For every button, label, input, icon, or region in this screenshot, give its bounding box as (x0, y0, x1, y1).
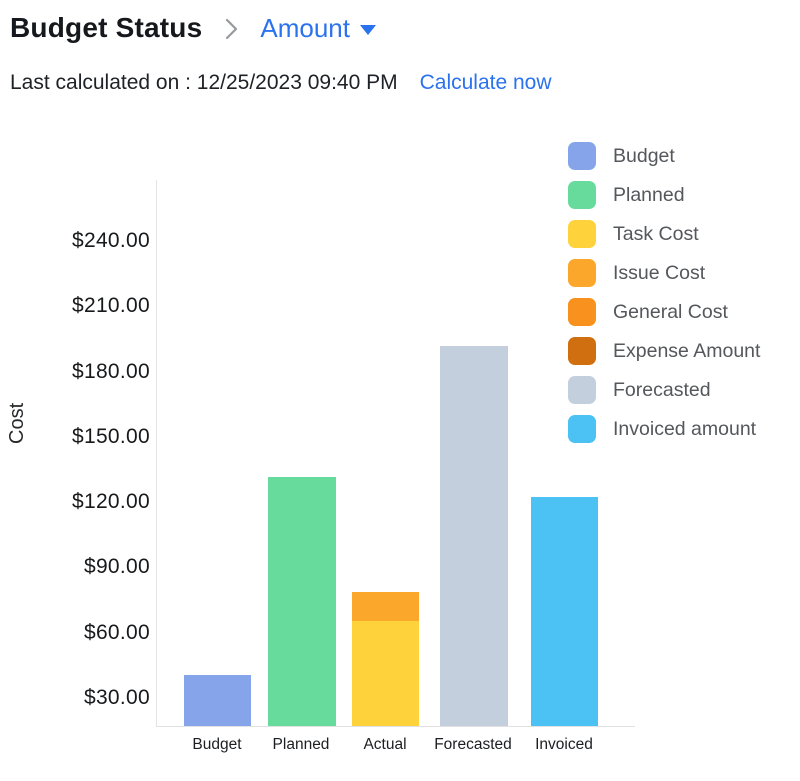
bar-budget[interactable] (184, 675, 251, 726)
x-tick-label-actual: Actual (363, 736, 407, 753)
legend-swatch (568, 337, 596, 365)
y-tick-label: $240.00 (71, 229, 150, 252)
page-title: Budget Status (10, 12, 203, 43)
plot-area (156, 180, 635, 727)
y-tick-label: $60.00 (83, 621, 150, 644)
y-tick-label: $30.00 (83, 686, 150, 709)
header: Budget Status Amount (10, 12, 376, 44)
y-tick-label: $90.00 (83, 555, 150, 578)
amount-dropdown[interactable]: Amount (260, 13, 376, 44)
y-axis-title: Cost (6, 402, 28, 444)
legend-item-budget[interactable]: Budget (568, 142, 760, 170)
bar-actual-task-cost[interactable] (352, 620, 419, 726)
y-tick-label: $120.00 (71, 490, 150, 513)
bar-actual-stack[interactable] (352, 592, 419, 726)
x-tick-label-forecasted: Forecasted (434, 736, 512, 753)
breadcrumb-separator-icon (224, 16, 240, 42)
legend-item-expense-amount[interactable]: Expense Amount (568, 337, 760, 365)
bar-actual-issue-cost[interactable] (352, 592, 419, 621)
bar-invoiced[interactable] (531, 496, 598, 726)
legend-item-task-cost[interactable]: Task Cost (568, 220, 760, 248)
x-tick-label-budget: Budget (192, 736, 242, 753)
caret-down-icon (360, 25, 376, 35)
bar-planned[interactable] (268, 477, 336, 726)
legend-swatch (568, 220, 596, 248)
legend-swatch (568, 415, 596, 443)
legend-swatch (568, 259, 596, 287)
y-tick-label: $150.00 (71, 425, 150, 448)
subtitle-row: Last calculated on : 12/25/2023 09:40 PM… (10, 71, 552, 95)
y-tick-label: $180.00 (71, 360, 150, 383)
calculate-now-link[interactable]: Calculate now (419, 71, 552, 94)
last-calculated-text: Last calculated on : 12/25/2023 09:40 PM (10, 71, 398, 94)
legend-swatch (568, 181, 596, 209)
legend-item-invoiced-amount[interactable]: Invoiced amount (568, 415, 760, 443)
chart-legend: Budget Planned Task Cost Issue Cost Gene… (568, 142, 760, 454)
legend-swatch (568, 376, 596, 404)
bar-forecasted[interactable] (440, 346, 508, 726)
legend-item-issue-cost[interactable]: Issue Cost (568, 259, 760, 287)
legend-swatch (568, 298, 596, 326)
x-tick-label-planned: Planned (272, 736, 330, 753)
y-tick-label: $210.00 (71, 294, 150, 317)
x-tick-label-invoiced: Invoiced (535, 736, 593, 753)
amount-dropdown-label: Amount (260, 12, 350, 43)
legend-swatch (568, 142, 596, 170)
legend-item-forecasted[interactable]: Forecasted (568, 376, 760, 404)
legend-item-planned[interactable]: Planned (568, 181, 760, 209)
legend-item-general-cost[interactable]: General Cost (568, 298, 760, 326)
